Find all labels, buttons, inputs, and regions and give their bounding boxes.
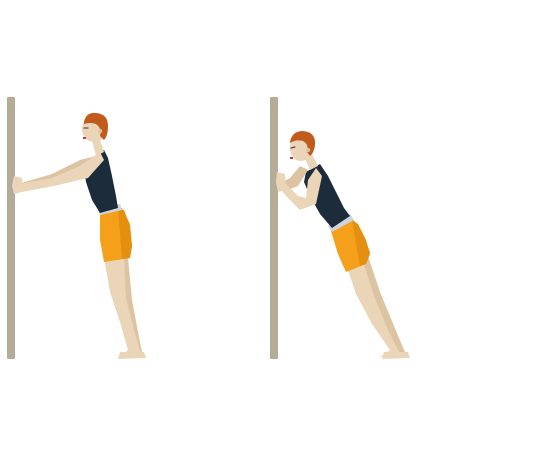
front-leg — [104, 258, 142, 357]
wall-post-left — [7, 97, 15, 359]
waistband — [328, 214, 354, 232]
hair — [84, 112, 108, 140]
near-arm — [280, 168, 322, 210]
figure-arms-extended — [12, 112, 146, 359]
eye — [290, 146, 296, 149]
foot — [382, 352, 410, 359]
far-arm — [18, 156, 96, 188]
figure-arms-bent — [276, 131, 410, 359]
front-leg — [346, 258, 402, 357]
neck — [92, 140, 104, 156]
lips — [290, 157, 293, 159]
panel-arms-bent — [270, 97, 410, 359]
ear — [305, 147, 311, 153]
lips — [83, 137, 86, 139]
far-arm — [282, 166, 308, 190]
near-arm — [16, 152, 104, 192]
foot — [118, 352, 146, 359]
shorts-shade — [352, 220, 370, 266]
panel-arms-extended — [7, 97, 146, 359]
hand — [12, 176, 22, 194]
ear — [97, 128, 103, 134]
hand — [276, 172, 286, 192]
wall-post-right — [270, 97, 278, 359]
shorts-shade — [118, 210, 132, 259]
